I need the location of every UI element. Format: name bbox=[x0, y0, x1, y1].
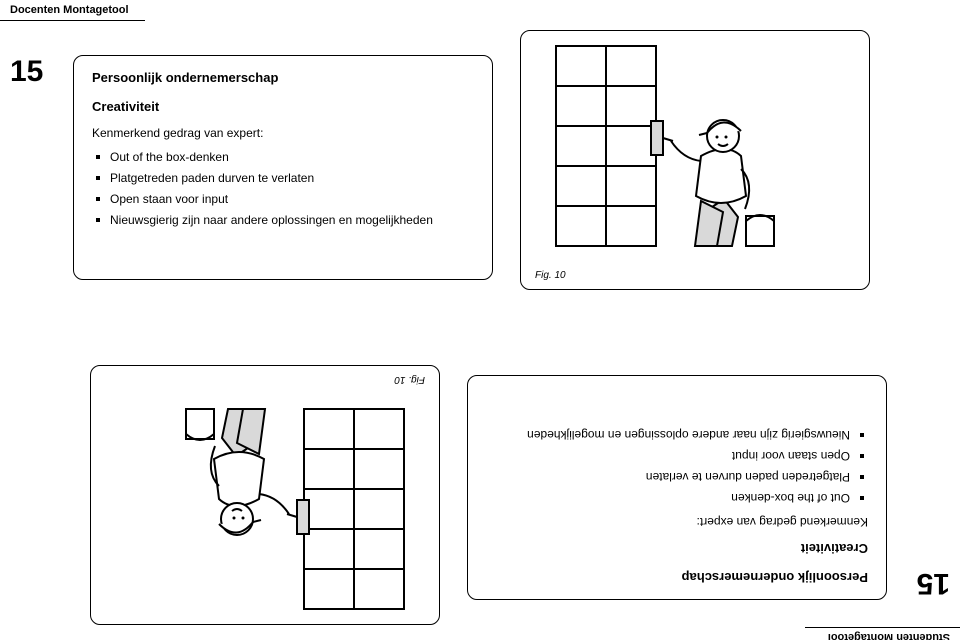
list-item: Out of the box-denken bbox=[96, 150, 474, 164]
page-header-bottom: Studenten Montagetool bbox=[828, 631, 950, 640]
figure-caption: Fig. 10 bbox=[535, 270, 566, 281]
card-lead: Kenmerkend gedrag van expert: bbox=[486, 515, 868, 529]
list-item: Out of the box-denken bbox=[486, 491, 864, 505]
painter-illustration bbox=[119, 404, 409, 614]
list-item: Open staan voor input bbox=[486, 449, 864, 463]
text-card: Persoonlijk ondernemerschap Creativiteit… bbox=[467, 375, 887, 600]
list-item: Platgetreden paden durven te verlaten bbox=[486, 470, 864, 484]
painter-illustration bbox=[551, 41, 841, 251]
bullet-list: Out of the box-denken Platgetreden paden… bbox=[486, 428, 868, 505]
list-item: Nieuwsgierig zijn naar andere oplossinge… bbox=[486, 428, 864, 442]
card-title: Persoonlijk ondernemerschap bbox=[486, 570, 868, 585]
card-lead: Kenmerkend gedrag van expert: bbox=[92, 126, 474, 140]
bottom-panel: 15 Persoonlijk ondernemerschap Creativit… bbox=[0, 325, 960, 625]
header-underline-bottom bbox=[805, 627, 960, 628]
list-item: Nieuwsgierig zijn naar andere oplossinge… bbox=[96, 213, 474, 227]
card-subtitle: Creativiteit bbox=[92, 99, 474, 114]
list-item: Open staan voor input bbox=[96, 192, 474, 206]
top-panel: 15 Persoonlijk ondernemerschap Creativit… bbox=[0, 30, 960, 315]
header-underline-top bbox=[0, 20, 145, 21]
card-title: Persoonlijk ondernemerschap bbox=[92, 70, 474, 85]
card-number: 15 bbox=[10, 55, 43, 89]
card-number: 15 bbox=[917, 566, 950, 600]
text-card: Persoonlijk ondernemerschap Creativiteit… bbox=[73, 55, 493, 280]
bullet-list: Out of the box-denken Platgetreden paden… bbox=[92, 150, 474, 227]
figure-card: Fig. 10 bbox=[520, 30, 870, 290]
list-item: Platgetreden paden durven te verlaten bbox=[96, 171, 474, 185]
figure-card: Fig. 10 bbox=[90, 365, 440, 625]
page-header-top: Docenten Montagetool bbox=[10, 4, 129, 16]
card-subtitle: Creativiteit bbox=[486, 541, 868, 556]
figure-caption: Fig. 10 bbox=[394, 374, 425, 385]
